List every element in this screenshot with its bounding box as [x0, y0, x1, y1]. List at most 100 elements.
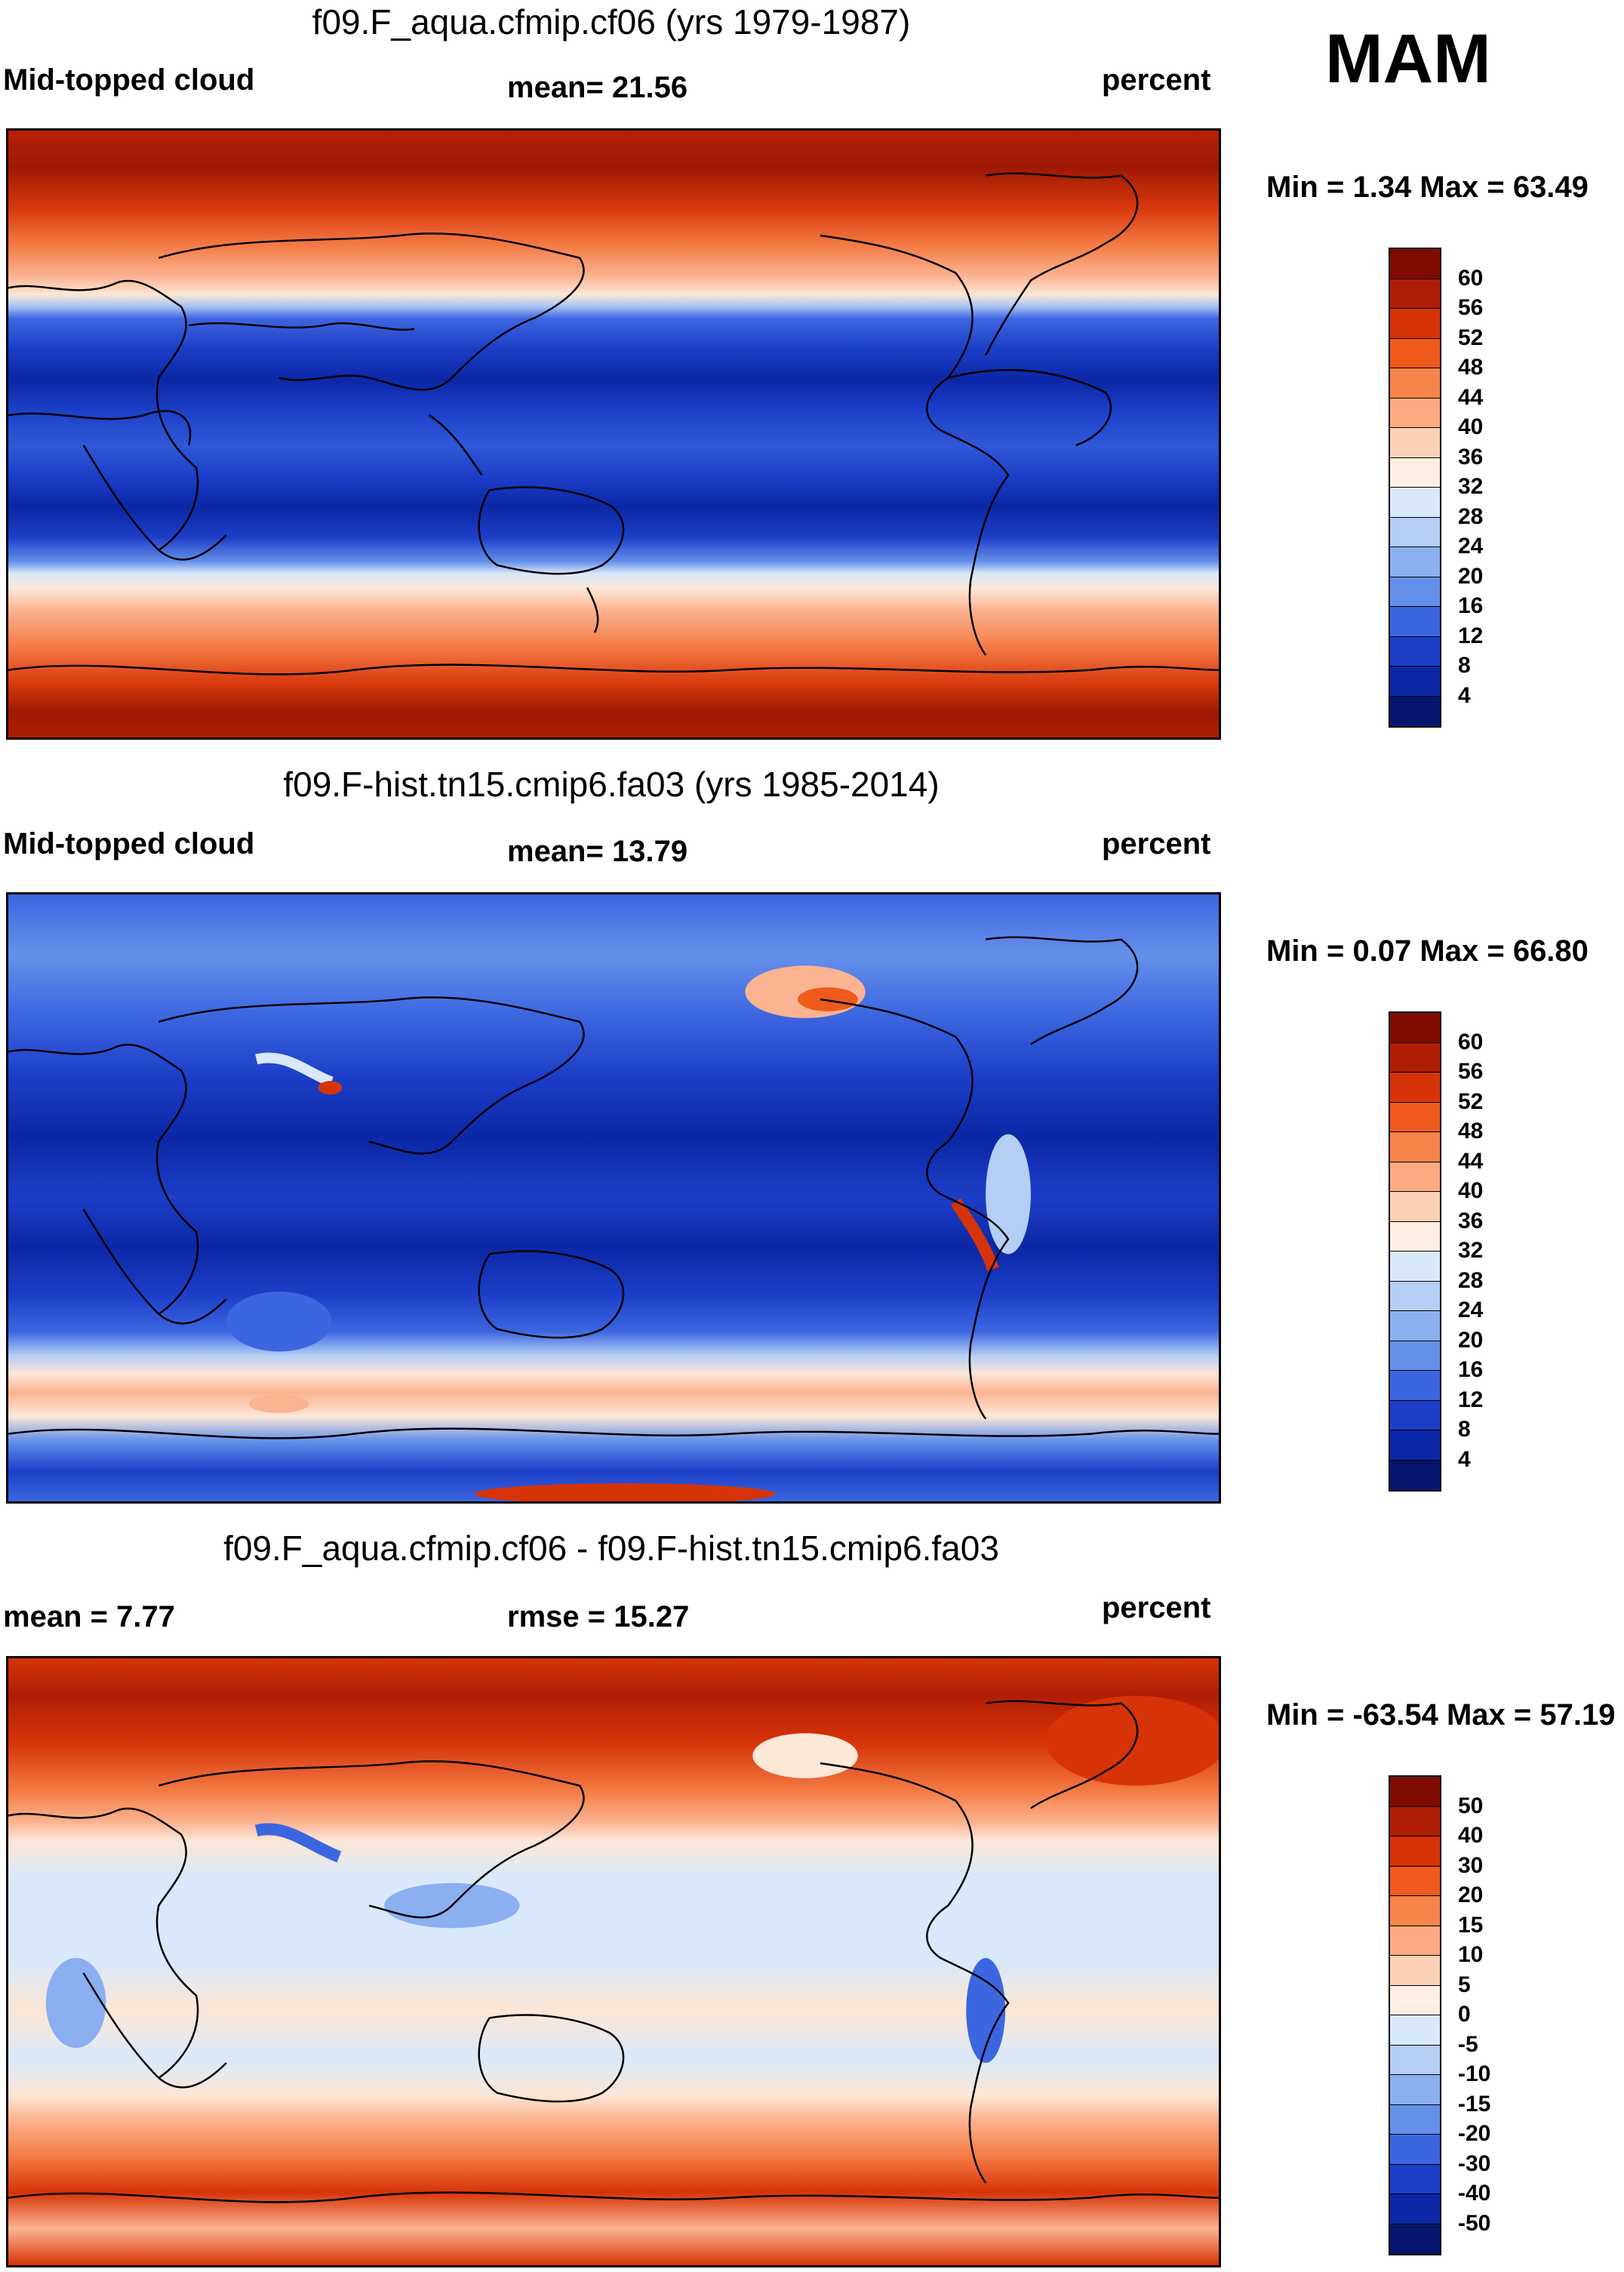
colorbar-tick-label: -5: [1458, 2031, 1478, 2057]
colorbar-segment: [1390, 1985, 1440, 2015]
colorbar-segment: [1390, 1460, 1440, 1490]
colorbar-segment: [1390, 2135, 1440, 2165]
colorbar-tick-label: 20: [1458, 1327, 1484, 1353]
panel3-title: f09.F_aqua.cfmip.cf06 - f09.F-hist.tn15.…: [223, 1529, 999, 1568]
colorbar-segment: [1390, 1777, 1440, 1807]
coastline-outlines: [8, 1700, 1219, 2203]
colorbar-segment: [1390, 696, 1440, 726]
colorbar-tick-label: 36: [1458, 444, 1484, 469]
colorbar-tick-label: 28: [1458, 503, 1484, 529]
colorbar-tick-label: -15: [1458, 2091, 1491, 2117]
panel3-colorbar: [1389, 1775, 1441, 2255]
colorbar-segment: [1390, 1311, 1440, 1341]
panel2-mean-label: mean= 13.79: [507, 835, 688, 868]
colorbar-segment: [1390, 547, 1440, 577]
panel2-title: f09.F-hist.tn15.cmip6.fa03 (yrs 1985-201…: [283, 765, 940, 804]
colorbar-segment: [1390, 1102, 1440, 1132]
colorbar-segment: [1390, 1371, 1440, 1401]
colorbar-segment: [1390, 368, 1440, 399]
colorbar-tick-label: 48: [1458, 355, 1484, 380]
colorbar-tick-label: 24: [1458, 1298, 1484, 1322]
colorbar-tick-label: 16: [1458, 593, 1484, 618]
colorbar-tick-label: 32: [1458, 1238, 1484, 1263]
colorbar-segment: [1390, 249, 1440, 279]
colorbar-tick-label: 8: [1458, 653, 1471, 678]
colorbar-tick-label: -40: [1458, 2181, 1491, 2206]
season-label: MAM: [1325, 20, 1491, 97]
colorbar-segment: [1390, 1281, 1440, 1311]
colorbar-tick-label: 60: [1458, 1029, 1484, 1054]
colorbar-tick-label: 4: [1458, 682, 1471, 708]
colorbar-segment: [1390, 309, 1440, 339]
colorbar-tick-label: 56: [1458, 1059, 1484, 1084]
colorbar-tick-label: 40: [1458, 414, 1484, 439]
panel1-units-label: percent: [1102, 63, 1211, 97]
colorbar-segment: [1390, 1132, 1440, 1162]
colorbar-tick-label: 0: [1458, 2002, 1471, 2027]
colorbar-tick-label: 5: [1458, 1972, 1471, 1997]
colorbar-segment: [1390, 2104, 1440, 2135]
panel1-left-label: Mid-topped cloud: [3, 63, 255, 97]
colorbar-tick-label: 36: [1458, 1208, 1484, 1233]
colorbar-segment: [1390, 577, 1440, 607]
colorbar-tick-label: 32: [1458, 474, 1484, 499]
colorbar-segment: [1390, 1836, 1440, 1867]
colorbar-segment: [1390, 2045, 1440, 2075]
colorbar-tick-label: 40: [1458, 1823, 1484, 1848]
colorbar-tick-label: -20: [1458, 2121, 1491, 2146]
panel3-units-label: percent: [1102, 1591, 1211, 1624]
colorbar-tick-label: 20: [1458, 1883, 1484, 1907]
colorbar-segment: [1390, 517, 1440, 547]
colorbar-segment: [1390, 1430, 1440, 1461]
panel2-left-label: Mid-topped cloud: [3, 827, 255, 860]
colorbar-segment: [1390, 2194, 1440, 2224]
colorbar-segment: [1390, 2075, 1440, 2105]
colorbar-segment: [1390, 1192, 1440, 1222]
coastline-outlines: [8, 172, 1219, 676]
colorbar-tick-label: 50: [1458, 1793, 1484, 1818]
panel1-colorbar: [1389, 248, 1441, 728]
colorbar-tick-label: 8: [1458, 1417, 1471, 1442]
colorbar-segment: [1390, 488, 1440, 518]
colorbar-tick-label: 28: [1458, 1267, 1484, 1293]
colorbar-segment: [1390, 1162, 1440, 1192]
colorbar-tick-label: 48: [1458, 1119, 1484, 1144]
colorbar-segment: [1390, 457, 1440, 488]
panel2-colorbar: [1389, 1011, 1441, 1492]
coastline-outlines: [8, 936, 1219, 1439]
colorbar-tick-label: 10: [1458, 1942, 1484, 1967]
colorbar-tick-label: 40: [1458, 1178, 1484, 1203]
colorbar-tick-label: 20: [1458, 563, 1484, 589]
colorbar-segment: [1390, 338, 1440, 368]
colorbar-segment: [1390, 2015, 1440, 2046]
colorbar-segment: [1390, 428, 1440, 458]
colorbar-segment: [1390, 1013, 1440, 1043]
colorbar-tick-label: 44: [1458, 384, 1484, 410]
colorbar-tick-label: 12: [1458, 623, 1484, 648]
panel1-map: [6, 128, 1221, 740]
panel1-title: f09.F_aqua.cfmip.cf06 (yrs 1979-1987): [312, 2, 911, 42]
panel3-minmax: Min = -63.54 Max = 57.19: [1266, 1698, 1616, 1732]
colorbar-segment: [1390, 1896, 1440, 1926]
colorbar-segment: [1390, 636, 1440, 667]
colorbar-tick-label: 30: [1458, 1852, 1484, 1878]
colorbar-segment: [1390, 607, 1440, 637]
colorbar-tick-label: 60: [1458, 265, 1484, 291]
panel2-map: [6, 892, 1221, 1504]
colorbar-tick-label: -10: [1458, 2061, 1491, 2086]
colorbar-segment: [1390, 1042, 1440, 1073]
colorbar-segment: [1390, 1806, 1440, 1836]
colorbar-tick-label: -50: [1458, 2210, 1491, 2236]
colorbar-tick-label: 44: [1458, 1148, 1484, 1174]
panel1-mean-label: mean= 21.56: [507, 71, 688, 104]
colorbar-tick-label: 12: [1458, 1387, 1484, 1412]
colorbar-tick-label: 52: [1458, 1088, 1484, 1114]
panel2-minmax: Min = 0.07 Max = 66.80: [1266, 934, 1589, 968]
panel2-units-label: percent: [1102, 827, 1211, 860]
colorbar-segment: [1390, 1251, 1440, 1282]
colorbar-tick-label: 24: [1458, 534, 1484, 559]
colorbar-segment: [1390, 667, 1440, 697]
panel3-map: [6, 1656, 1221, 2267]
colorbar-tick-label: 56: [1458, 295, 1484, 320]
colorbar-segment: [1390, 1400, 1440, 1430]
